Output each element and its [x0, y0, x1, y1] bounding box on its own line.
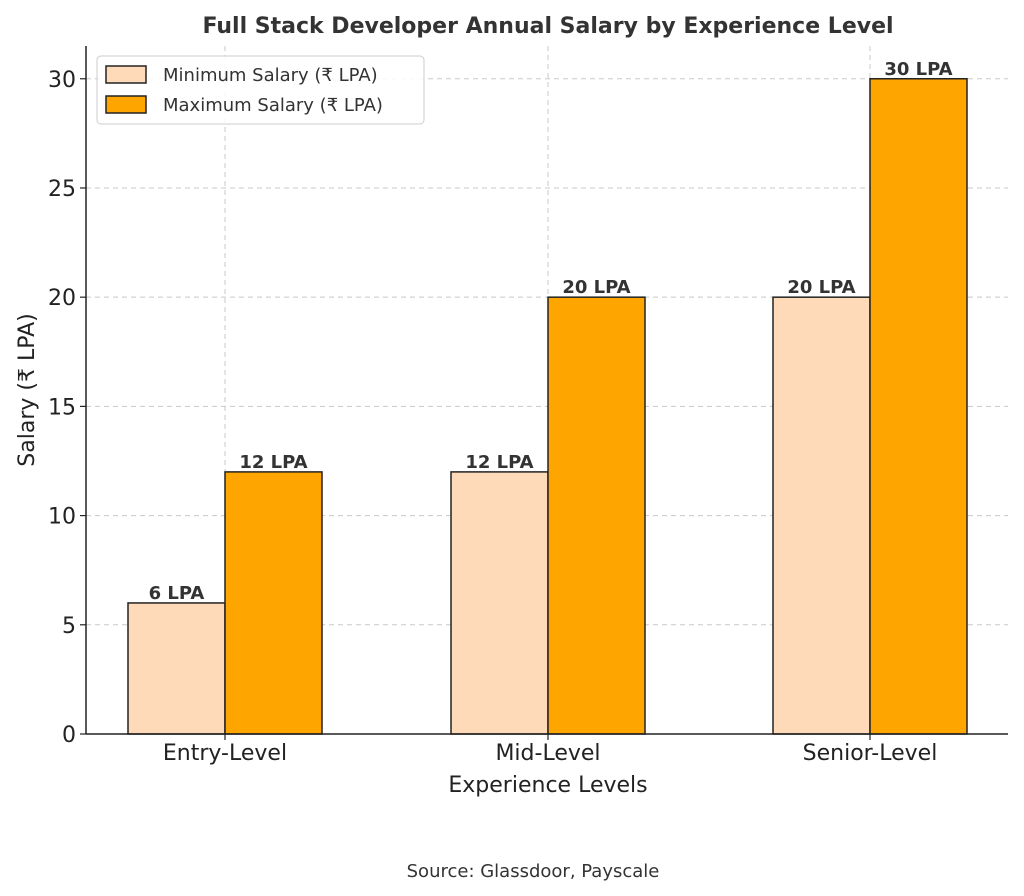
bar-label-max-0: 12 LPA — [239, 452, 307, 473]
legend-box — [96, 55, 425, 125]
bar-label-min-0: 6 LPA — [149, 583, 205, 604]
bar-label-max-2: 30 LPA — [884, 59, 952, 80]
bar-labels-group: 6 LPA 12 LPA 12 LPA 20 LPA 20 LPA 30 LPA — [149, 59, 953, 604]
y-tick-label-3: 15 — [48, 395, 76, 420]
y-ticks-group: 0 5 10 15 20 25 30 — [48, 68, 86, 748]
bar-min-2 — [772, 296, 871, 735]
bars-group — [127, 78, 968, 735]
chart-title: Full Stack Developer Annual Salary by Ex… — [202, 14, 893, 39]
y-axis-label: Salary (₹ LPA) — [15, 313, 40, 466]
x-tick-label-1: Mid-Level — [495, 741, 600, 766]
bar-min-0 — [127, 602, 226, 735]
y-tick-label-5: 25 — [48, 177, 76, 202]
x-tick-label-2: Senior-Level — [803, 741, 938, 766]
y-tick-label-0: 0 — [62, 723, 76, 748]
x-tick-label-0: Entry-Level — [163, 741, 287, 766]
y-tick-label-6: 30 — [48, 68, 76, 93]
x-ticks-group: Entry-Level Mid-Level Senior-Level — [163, 734, 937, 766]
bar-max-0 — [224, 471, 323, 735]
bar-max-1 — [547, 296, 646, 735]
bar-label-min-1: 12 LPA — [465, 452, 533, 473]
legend-label-max: Maximum Salary (₹ LPA) — [163, 95, 383, 116]
x-axis-label: Experience Levels — [448, 773, 647, 798]
legend-label-min: Minimum Salary (₹ LPA) — [163, 65, 378, 86]
y-tick-label-4: 20 — [48, 286, 76, 311]
bar-min-1 — [450, 471, 549, 735]
bar-label-max-1: 20 LPA — [562, 277, 630, 298]
bar-label-min-2: 20 LPA — [787, 277, 855, 298]
legend-swatch-max — [105, 95, 147, 114]
y-tick-label-1: 5 — [62, 614, 76, 639]
bar-max-2 — [869, 78, 968, 735]
y-tick-label-2: 10 — [48, 505, 76, 530]
legend-swatch-min — [105, 65, 147, 84]
axes-group — [85, 46, 1008, 735]
legend: Minimum Salary (₹ LPA) Maximum Salary (₹… — [96, 55, 425, 125]
source-note: Source: Glassdoor, Payscale — [407, 861, 660, 882]
